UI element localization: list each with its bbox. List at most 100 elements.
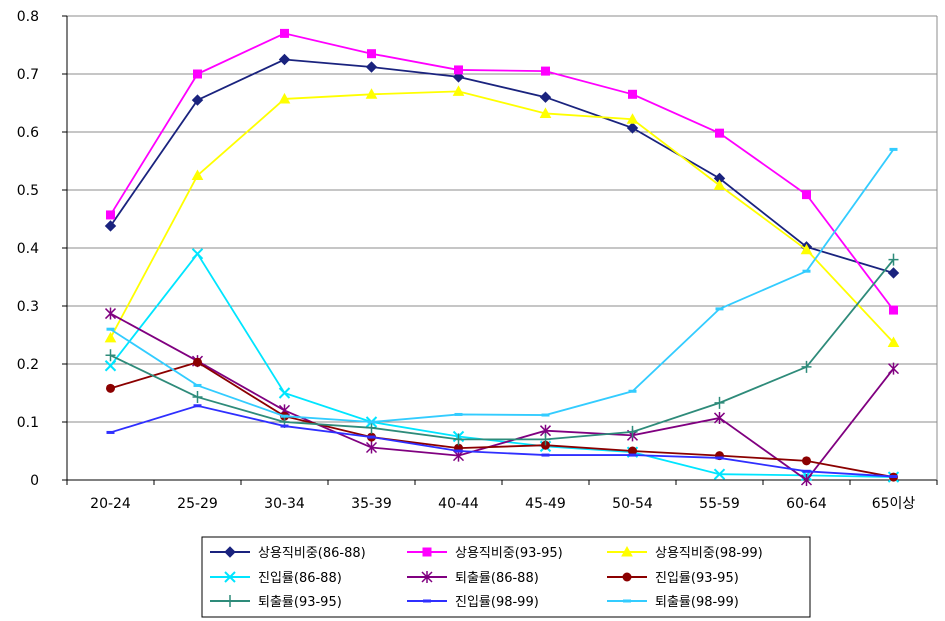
y-tick-label: 0.7	[17, 67, 39, 83]
data-point	[801, 360, 812, 373]
data-point	[191, 94, 204, 106]
data-point	[802, 456, 811, 466]
data-point	[800, 243, 813, 255]
x-tick-label: 50-54	[612, 496, 653, 512]
legend-label: 상용직비중(86-88)	[258, 546, 366, 561]
series-line	[109, 90, 895, 344]
legend-item: 퇴출률(98-99)	[607, 595, 739, 610]
data-point	[628, 89, 637, 99]
data-point	[715, 307, 724, 311]
legend-marker	[622, 572, 632, 582]
data-point	[802, 269, 811, 273]
legend-item: 진입률(98-99)	[407, 595, 539, 610]
data-point	[540, 433, 551, 446]
y-tick-label: 0.4	[17, 241, 39, 257]
data-point	[626, 122, 639, 134]
series-layer	[104, 28, 900, 486]
data-point	[278, 92, 291, 104]
x-tick-label: 40-44	[438, 496, 479, 512]
data-point	[626, 113, 639, 124]
data-point	[539, 91, 552, 103]
x-tick-label: 20-24	[90, 496, 131, 512]
data-point	[106, 383, 115, 393]
legend-label: 진입률(86-88)	[258, 571, 342, 586]
series-line	[110, 312, 895, 482]
x-tick-label: 25-29	[177, 496, 218, 512]
legend-item: 상용직비중(86-88)	[210, 546, 366, 561]
data-point	[541, 453, 550, 457]
legend-label: 퇴출률(93-95)	[258, 595, 342, 610]
data-point	[887, 362, 900, 375]
data-point	[191, 248, 204, 260]
data-point	[104, 331, 117, 343]
legend-label: 진입률(98-99)	[455, 595, 539, 610]
data-point	[713, 411, 726, 424]
series-line	[110, 404, 894, 478]
data-point	[887, 336, 900, 348]
data-point	[365, 88, 378, 99]
legend: 상용직비중(86-88) 상용직비중(93-95) 상용직비중(98-99) 진입률(…	[201, 536, 811, 618]
data-point	[104, 360, 117, 372]
data-point	[280, 414, 289, 418]
data-point	[193, 404, 202, 408]
series-2	[106, 28, 898, 315]
series-line	[109, 58, 894, 274]
series-9	[106, 147, 898, 424]
series-line	[110, 361, 894, 478]
tick-labels: 0 0.1 0.2 0.3 0.4 0.5 0.6 0.7 0.8 20-24 25-29 30-34…	[17, 9, 916, 512]
data-point	[365, 441, 378, 454]
y-tick-label: 0.3	[17, 299, 39, 315]
legend-marker	[621, 545, 633, 557]
data-point	[104, 220, 117, 232]
data-point	[106, 327, 115, 331]
data-point	[888, 253, 899, 266]
legend-item: 진입률(86-88)	[210, 571, 342, 586]
data-point	[713, 468, 726, 480]
legend-item: 상용직비중(93-95)	[407, 546, 563, 561]
data-point	[452, 85, 465, 96]
data-point	[365, 61, 378, 73]
data-point	[627, 425, 638, 438]
legend-marker	[225, 595, 235, 607]
data-point	[367, 420, 376, 424]
legend-item: 퇴출률(93-95)	[210, 595, 342, 610]
y-tick-label: 0.5	[17, 183, 39, 199]
x-tick-label: 35-39	[351, 496, 392, 512]
series-8	[106, 404, 898, 479]
series-line	[109, 32, 895, 311]
series-1	[104, 53, 900, 279]
legend-marker	[422, 547, 432, 557]
data-point	[454, 449, 463, 453]
x-tick-label: 45-49	[525, 496, 566, 512]
data-point	[106, 430, 115, 434]
legend-box	[201, 536, 811, 618]
legend-item: 퇴출률(86-88)	[407, 571, 539, 586]
data-point	[193, 383, 202, 387]
legend-marker	[224, 546, 236, 558]
series-line	[110, 148, 895, 423]
data-point	[278, 387, 291, 399]
data-point	[454, 65, 463, 75]
legend-item: 진입률(93-95)	[607, 571, 739, 586]
legend-label: 퇴출률(86-88)	[455, 571, 539, 586]
gridlines	[67, 15, 937, 423]
data-point	[104, 307, 117, 320]
data-point	[628, 453, 637, 457]
data-point	[713, 179, 726, 190]
y-tick-label: 0.1	[17, 415, 39, 431]
data-point	[628, 446, 637, 456]
data-point	[539, 107, 552, 118]
data-point	[280, 28, 289, 38]
legend-label: 상용직비중(98-99)	[655, 546, 763, 561]
data-point	[193, 357, 202, 367]
data-point	[106, 210, 115, 220]
data-point	[802, 190, 811, 200]
data-point	[453, 433, 464, 446]
legend-marker	[623, 599, 631, 603]
data-point	[278, 53, 291, 66]
axes	[62, 15, 938, 485]
x-tick-label: 65이상	[872, 496, 916, 512]
y-tick-label: 0.8	[17, 9, 39, 25]
x-tick-label: 60-64	[786, 496, 827, 512]
